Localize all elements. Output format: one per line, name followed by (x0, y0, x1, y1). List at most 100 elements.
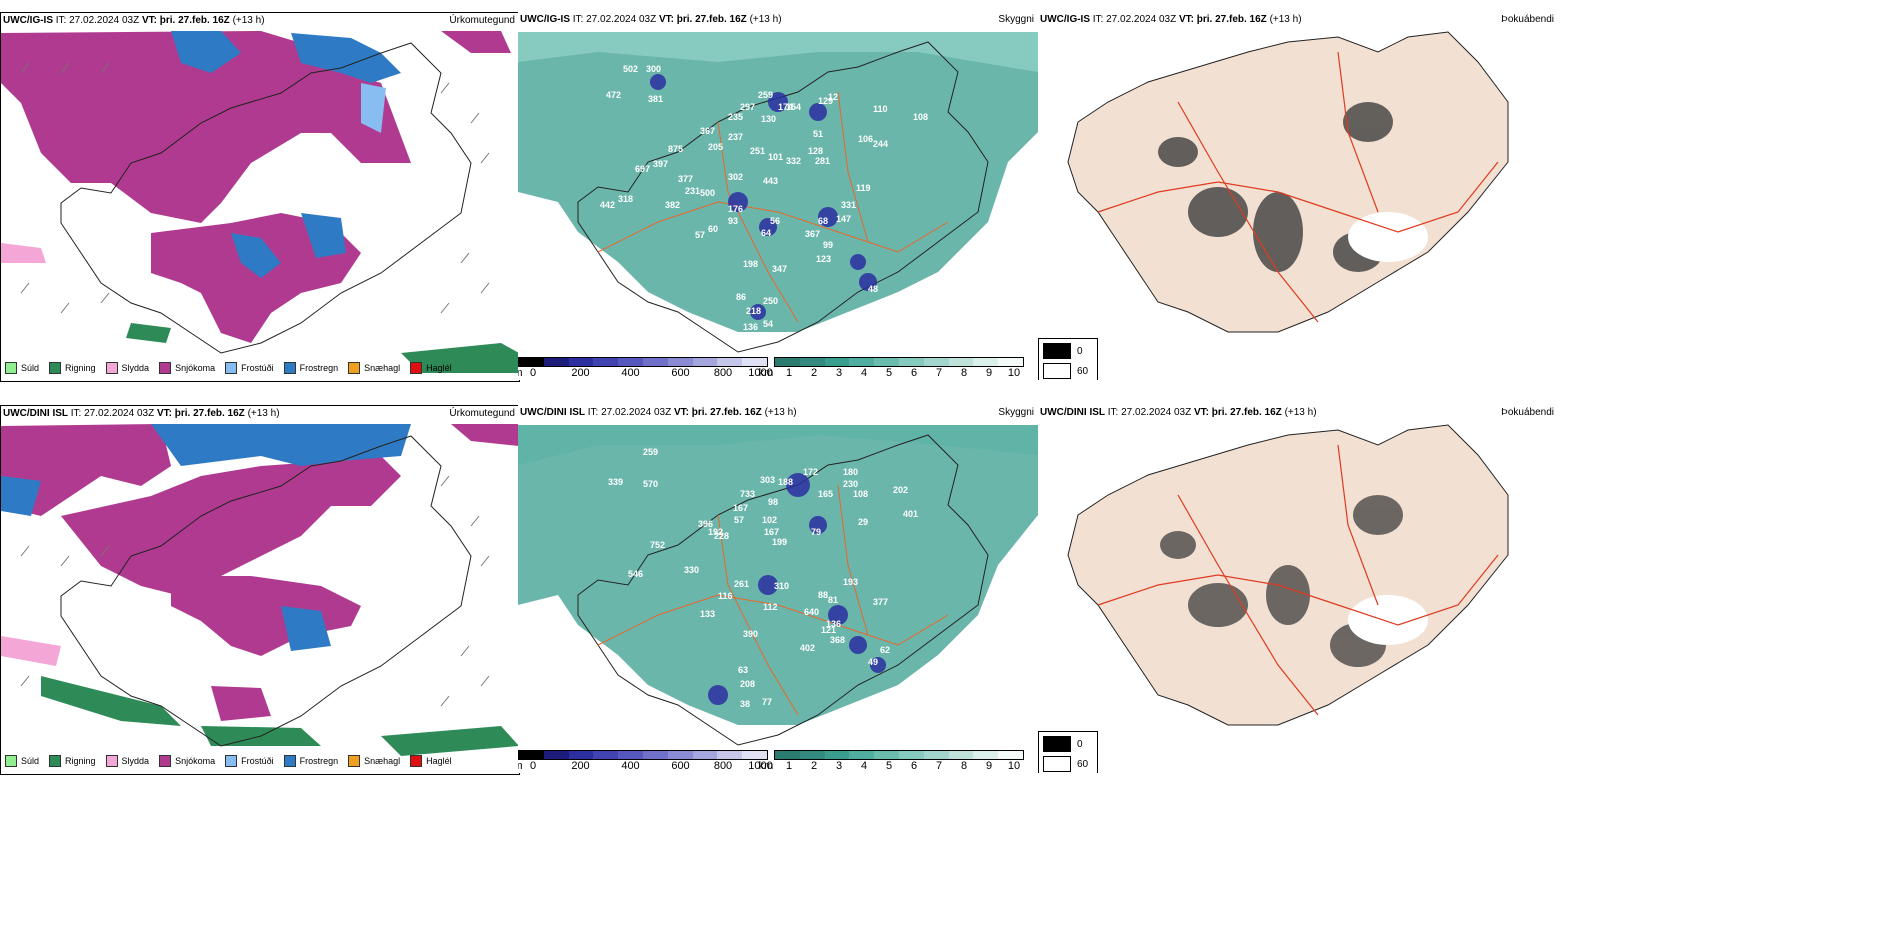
visibility-value-label: 64 (761, 228, 771, 238)
visibility-value-label: 297 (740, 102, 755, 112)
visibility-value-label: 205 (708, 142, 723, 152)
visibility-value-label: 546 (628, 569, 643, 579)
visibility-value-label: 88 (818, 590, 828, 600)
visibility-value-label: 570 (643, 479, 658, 489)
legend-item: Snjókoma (159, 362, 215, 374)
legend-item: Frostúði (225, 755, 274, 767)
visibility-value-label: 396 (698, 519, 713, 529)
legend-item: 0 (1043, 736, 1093, 752)
visibility-value-label: 733 (740, 489, 755, 499)
wind-barbs (20, 62, 490, 314)
visibility-value-label: 502 (623, 64, 638, 74)
fog-map (1067, 424, 1509, 726)
visibility-value-label: 110 (873, 104, 888, 114)
iceland-outline (60, 42, 472, 354)
panel-title: UWC/IG-IS IT: 27.02.2024 03Z VT: þri. 27… (3, 15, 265, 26)
visibility-value-label: 62 (880, 645, 890, 655)
visibility-value-label: 244 (873, 139, 888, 149)
visibility-value-label: 101 (768, 152, 783, 162)
scale-km: km 1 2 3 4 5 6 7 8 9 10 (758, 750, 1024, 773)
road-lines (597, 91, 949, 323)
visibility-value-label: 119 (856, 183, 871, 193)
visibility-value-label: 367 (805, 229, 820, 239)
visibility-value-label: 121 (821, 625, 836, 635)
precip-type-panel-dini: UWC/DINI ISL IT: 27.02.2024 03Z VT: þri.… (0, 405, 520, 775)
visibility-value-label: 443 (763, 176, 778, 186)
scale-km-ticks: km 1 2 3 4 5 6 7 8 9 10 (758, 367, 1021, 379)
visibility-value-label: 381 (648, 94, 663, 104)
visibility-value-label: 382 (665, 200, 680, 210)
visibility-value-label: 318 (618, 194, 633, 204)
visibility-value-label: 38 (740, 699, 750, 709)
visibility-value-label: 98 (768, 497, 778, 507)
visibility-value-label: 199 (772, 537, 787, 547)
variable-name: Úrkomutegund (449, 408, 515, 419)
visibility-value-label: 102 (762, 515, 777, 525)
visibility-value-label: 377 (678, 174, 693, 184)
visibility-value-label: 77 (762, 697, 772, 707)
variable-name: Skyggni (998, 14, 1034, 25)
visibility-value-label: 397 (653, 159, 668, 169)
visibility-value-label: 167 (733, 503, 748, 513)
legend-item: Rigning (49, 362, 96, 374)
legend-item: Haglél (410, 755, 452, 767)
visibility-value-label: 377 (873, 597, 888, 607)
visibility-panel-igis: UWC/IG-IS IT: 27.02.2024 03Z VT: þri. 27… (518, 12, 1038, 380)
visibility-value-label: 228 (714, 531, 729, 541)
legend-item: Slydda (105, 755, 149, 767)
visibility-value-label: 108 (853, 489, 868, 499)
precip-legend: Súld Rigning Slydda Snjókoma Frostúði Fr… (5, 752, 452, 770)
legend-item: Frostregn (283, 755, 338, 767)
visibility-value-label: 174 (778, 102, 793, 112)
visibility-value-label: 367 (700, 126, 715, 136)
visibility-value-label: 230 (843, 479, 858, 489)
precip-map (1, 424, 519, 756)
visibility-value-label: 56 (770, 216, 780, 226)
fog-panel-igis: UWC/IG-IS IT: 27.02.2024 03Z VT: þri. 27… (1038, 12, 1558, 380)
scale-km-ticks: km 1 2 3 4 5 6 7 8 9 10 (758, 760, 1021, 772)
visibility-value-label: 136 (826, 619, 841, 629)
legend-item: Súld (5, 362, 39, 374)
legend-item: Snæhagl (348, 362, 400, 374)
visibility-value-label: 303 (760, 475, 775, 485)
fog-legend: 0 60 (1038, 731, 1098, 773)
visibility-value-label: 29 (858, 517, 868, 527)
visibility-value-label: 500 (700, 188, 715, 198)
visibility-value-label: 442 (600, 200, 615, 210)
visibility-value-label: 99 (823, 240, 833, 250)
precip-legend: Súld Rigning Slydda Snjókoma Frostúði Fr… (5, 359, 452, 377)
iceland-outline (60, 435, 472, 747)
visibility-value-label: 697 (635, 164, 650, 174)
visibility-value-label: 310 (774, 581, 789, 591)
scale-m-ticks: m 0 200 400 600 800 1000 (518, 367, 773, 379)
variable-name: Skyggni (998, 407, 1034, 418)
visibility-value-label: 123 (816, 254, 831, 264)
legend-item: Rigning (49, 755, 96, 767)
visibility-value-label: 302 (728, 172, 743, 182)
visibility-value-label: 261 (734, 579, 749, 589)
visibility-value-label: 60 (708, 224, 718, 234)
legend-item: Frostregn (283, 362, 338, 374)
visibility-value-label: 259 (758, 90, 773, 100)
visibility-value-label: 133 (700, 609, 715, 619)
visibility-value-label: 108 (913, 112, 928, 122)
visibility-labels: 259 339 570 733 303 188 172 180 230 202 401 167 98 16… (608, 447, 918, 709)
visibility-value-label: 875 (668, 144, 683, 154)
visibility-value-label: 188 (778, 477, 793, 487)
legend-item: Haglél (410, 362, 452, 374)
panel-title: UWC/IG-IS IT: 27.02.2024 03Z VT: þri. 27… (520, 14, 782, 25)
variable-name: Þokuábendi (1501, 14, 1554, 25)
visibility-value-label: 332 (786, 156, 801, 166)
visibility-value-label: 472 (606, 90, 621, 100)
visibility-value-label: 57 (695, 230, 705, 240)
visibility-value-label: 202 (893, 485, 908, 495)
low-visibility-cells (650, 74, 877, 320)
freezing-rain-areas (171, 31, 401, 278)
visibility-value-label: 68 (818, 216, 828, 226)
freezing-rain-areas (1, 424, 411, 651)
road-lines (1097, 51, 1499, 323)
variable-name: Þokuábendi (1501, 407, 1554, 418)
visibility-value-label: 259 (643, 447, 658, 457)
